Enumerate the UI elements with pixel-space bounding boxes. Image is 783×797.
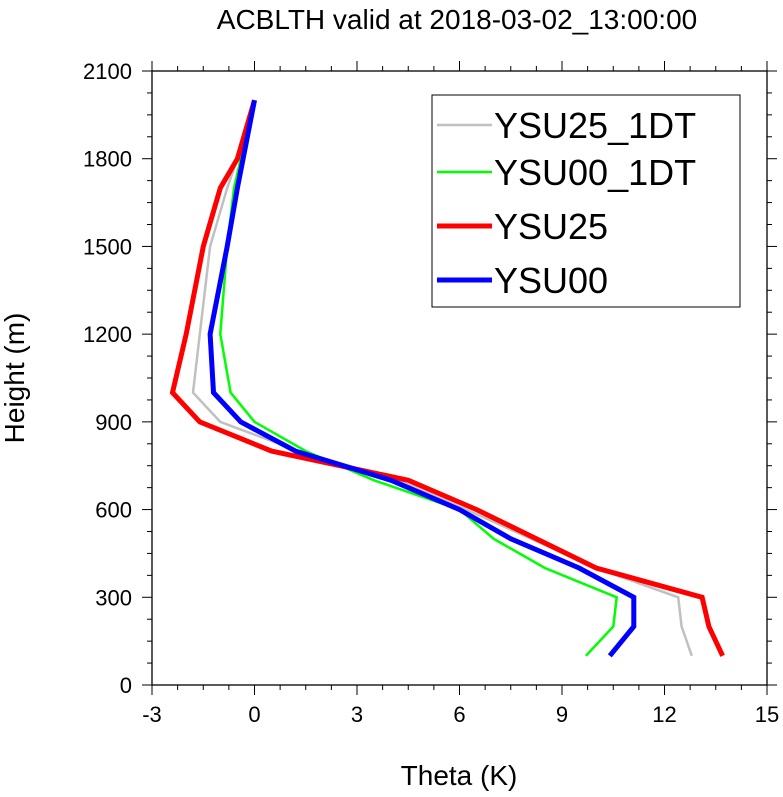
y-tick-label: 1500 [83, 234, 132, 259]
legend: YSU25_1DT YSU00_1DT YSU25 YSU00 [431, 94, 741, 308]
legend-label: YSU00_1DT [494, 152, 696, 193]
series-line-ysu25 [169, 99, 725, 657]
chart-title: ACBLTH valid at 2018-03-02_13:00:00 [217, 4, 697, 35]
x-tick-label: 6 [453, 702, 465, 727]
legend-items: YSU25_1DT YSU00_1DT YSU25 YSU00 [437, 105, 696, 301]
y-tick-label: 300 [95, 585, 132, 610]
y-tick-label: 1200 [83, 322, 132, 347]
y-tick-label: 1800 [83, 147, 132, 172]
x-tick-label: 3 [351, 702, 363, 727]
legend-label: YSU25 [494, 206, 608, 247]
series-lines [169, 99, 725, 658]
axis-ticks [142, 61, 777, 695]
x-axis-title: Theta (K) [401, 760, 518, 791]
legend-label: YSU25_1DT [494, 105, 696, 146]
x-tick-label: 12 [652, 702, 676, 727]
x-tick-label: -3 [142, 702, 162, 727]
y-axis-title: Height (m) [0, 313, 30, 444]
y-tick-label: 900 [95, 410, 132, 435]
series-line-ysu00 [207, 99, 637, 658]
legend-box [431, 94, 741, 308]
x-tick-label: 0 [248, 702, 260, 727]
series-line-ysu25-1dt [191, 99, 693, 657]
y-tick-label: 600 [95, 498, 132, 523]
legend-label: YSU00 [494, 260, 608, 301]
x-tick-label: 15 [755, 702, 779, 727]
x-tick-label: 9 [556, 702, 568, 727]
y-tick-label: 0 [120, 673, 132, 698]
y-tick-label: 2100 [83, 59, 132, 84]
axis-tick-labels: -3 0 3 6 9 12 15 0 300 600 900 1200 1500 1800 2100 [83, 59, 779, 727]
